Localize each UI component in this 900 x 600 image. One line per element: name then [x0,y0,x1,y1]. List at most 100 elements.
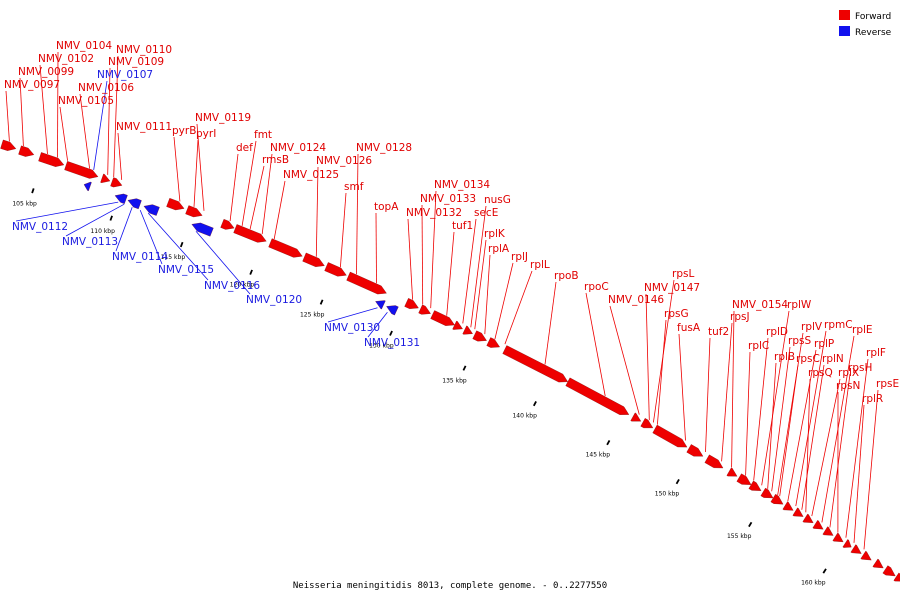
forward-gene-feature [736,473,752,485]
reverse-gene-feature [375,300,386,310]
gene-label-rmsb: rmsB [262,154,289,166]
gene-label-nmv-0146: NMV_0146 [608,294,664,306]
gene-label-rpsh: rpsH [848,362,872,374]
forward-gene-feature [220,219,235,230]
leader-line-nmv-0125 [273,180,286,240]
gene-label-nmv-0126: NMV_0126 [316,155,372,167]
leader-line-rplb [767,362,777,489]
gene-label-nmv-0111: NMV_0111 [116,121,172,133]
forward-gene-feature [760,487,774,499]
forward-gene-feature [64,161,99,179]
leader-line-nmv-0132 [407,218,413,300]
gene-label-rpse: rpsE [876,378,899,390]
gene-label-nmv-0112: NMV_0112 [12,221,68,233]
forward-gene-feature [748,480,762,491]
forward-gene-feature [893,572,900,582]
forward-gene-feature [166,198,185,211]
figure-caption: Neisseria meningitidis 8013, complete ge… [293,581,607,591]
leader-line-sece [462,218,477,324]
forward-gene-feature [770,493,784,505]
forward-gene-feature [822,526,834,536]
gene-label-rpsc: rpsC [796,353,820,365]
gene-label-rpss: rpsS [788,335,811,347]
gene-label-rple: rplE [852,324,873,336]
forward-gene-feature [110,177,123,188]
leader-line-nmv-0116 [147,212,209,281]
forward-gene-feature [185,205,203,218]
forward-gene-feature [100,173,111,183]
forward-gene-feature [38,152,65,167]
gene-label-fmt: fmt [254,129,272,141]
leader-line-nmv-0128 [356,153,359,275]
gene-label-nmv-0134: NMV_0134 [434,179,490,191]
gene-label-nmv-0131: NMV_0131 [364,337,420,349]
legend-forward-label: Forward [855,12,891,22]
gene-label-rpsj: rpsJ [730,311,750,323]
forward-gene-feature [832,532,844,543]
gene-label-rpla: rplA [488,243,510,255]
tick-mark [319,299,324,305]
gene-label-fusa: fusA [677,322,701,334]
tick-label: 155 kbp [727,533,752,540]
gene-label-nmv-0104: NMV_0104 [56,40,112,52]
tick-label: 115 kbp [161,254,186,261]
gene-label-rpob: rpoB [554,270,579,282]
gene-label-rpln: rplN [822,353,844,365]
leader-line-tuf2 [705,337,711,453]
leader-line-nmv-0104 [57,51,59,158]
leader-line-rplk [474,239,487,330]
reverse-gene-feature [83,181,92,192]
tick-mark [389,330,393,336]
gene-label-nmv-0128: NMV_0128 [356,142,412,154]
forward-gene-feature [850,544,862,554]
leader-line-nmv-0099 [19,77,24,147]
leader-line-nmv-0109 [107,67,111,175]
leader-line-rplw [761,310,790,486]
leader-line-smf [340,192,347,268]
tick-label: 135 kbp [442,377,467,384]
forward-gene-feature [640,418,654,429]
tick-mark [31,188,35,194]
gene-label-rpsn: rpsN [836,380,860,392]
gene-label-rpoc: rpoC [584,281,609,293]
forward-gene-feature [704,454,724,469]
forward-gene-feature [418,304,431,315]
leader-line-nmv-0119 [196,123,205,211]
tick-label: 125 kbp [300,311,325,318]
gene-label-rplj: rplJ [511,251,528,263]
leader-line-nmv-0114 [115,207,133,252]
forward-gene-feature [792,507,804,517]
leader-line-nmv-0133 [421,204,424,305]
tick-label: 130 kbp [369,343,394,350]
leader-line-nmv-0097 [5,90,10,142]
gene-label-nmv-0114: NMV_0114 [112,251,168,263]
forward-gene-feature [630,412,642,422]
tick-mark [179,241,184,248]
forward-gene-feature [462,325,473,335]
forward-gene-feature [233,224,267,243]
tick-mark [462,365,467,371]
leader-line-rpmc [795,330,827,507]
leader-line-pyrb [173,136,181,202]
gene-label-rplx: rplX [838,367,859,379]
forward-gene-feature [502,345,569,383]
leader-line-def [229,153,239,222]
leader-line-rpla [484,254,491,335]
gene-label-nmv-0097: NMV_0097 [4,79,60,91]
gene-label-nmv-0115: NMV_0115 [158,264,214,276]
forward-gene-feature [782,501,794,511]
gene-label-rplw: rplW [787,299,812,311]
gene-label-rpsq: rpsQ [808,367,833,379]
leader-line-rplp [787,349,817,502]
forward-gene-feature [404,298,419,309]
gene-label-rplv: rplV [801,321,823,333]
leader-line-rplf [845,358,869,538]
leader-line-rpsj [721,322,733,462]
leader-line-nmv-0107 [93,80,108,170]
gene-label-nmv-0154: NMV_0154 [732,299,788,311]
legend-reverse-label: Reverse [855,28,892,38]
gene-label-nmv-0124: NMV_0124 [270,142,326,154]
gene-label-rplf: rplF [866,347,886,359]
gene-label-topa: topA [374,201,399,213]
